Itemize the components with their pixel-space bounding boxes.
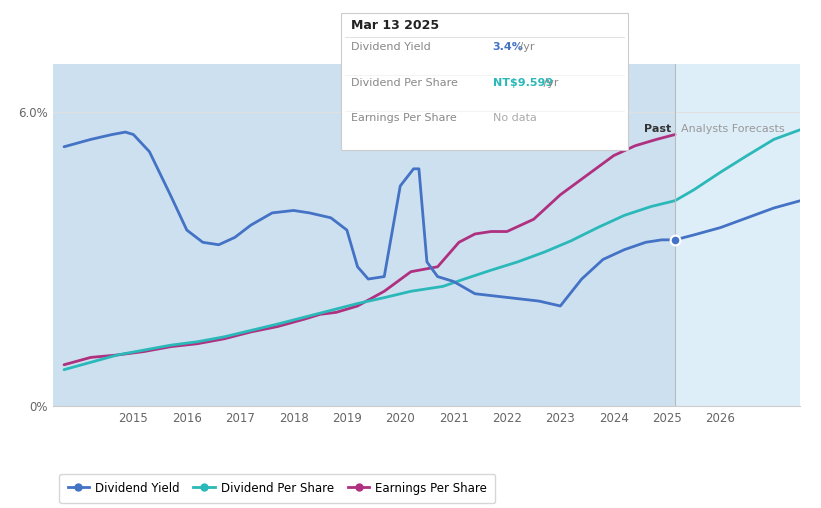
- Bar: [675, 64, 800, 406]
- Text: /yr: /yr: [516, 42, 534, 52]
- Text: NT$9.599: NT$9.599: [493, 78, 553, 88]
- Text: No data: No data: [493, 113, 536, 123]
- Text: Past: Past: [644, 124, 671, 134]
- Legend: Dividend Yield, Dividend Per Share, Earnings Per Share: Dividend Yield, Dividend Per Share, Earn…: [59, 474, 495, 503]
- Text: Dividend Yield: Dividend Yield: [351, 42, 430, 52]
- Text: Analysts Forecasts: Analysts Forecasts: [681, 124, 785, 134]
- Text: Earnings Per Share: Earnings Per Share: [351, 113, 456, 123]
- Text: Mar 13 2025: Mar 13 2025: [351, 19, 438, 32]
- Text: /yr: /yr: [540, 78, 558, 88]
- Text: 3.4%: 3.4%: [493, 42, 524, 52]
- Text: Dividend Per Share: Dividend Per Share: [351, 78, 457, 88]
